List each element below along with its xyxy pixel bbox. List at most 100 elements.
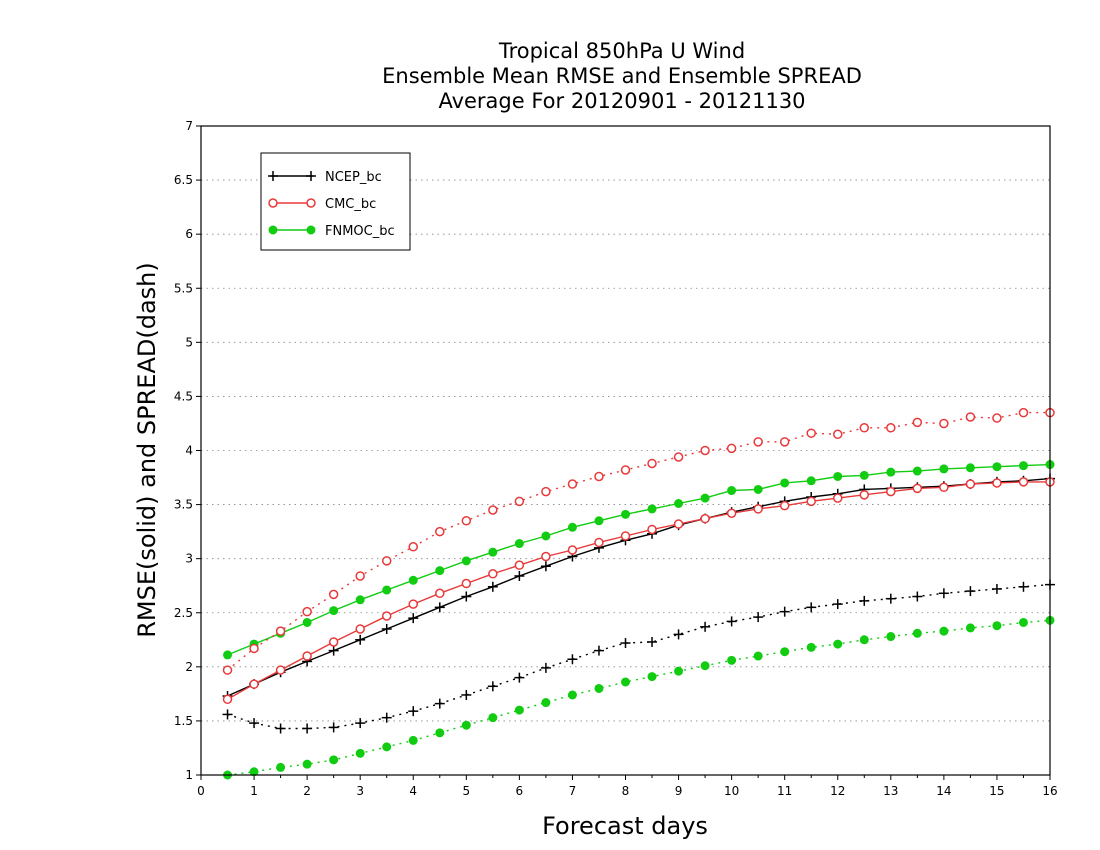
data-point-cmc-bc-spread (833, 429, 843, 440)
y-tick-label: 2 (185, 660, 193, 674)
x-tick-label: 7 (569, 784, 577, 798)
data-point-fnmoc-bc-rmse (806, 476, 816, 486)
data-point-ncep-bc-spread (938, 588, 949, 599)
data-point-fnmoc-bc-spread (276, 762, 286, 772)
data-point-fnmoc-bc-rmse (302, 617, 312, 627)
data-point-fnmoc-bc-rmse (594, 516, 604, 526)
data-point-cmc-bc-rmse (886, 486, 896, 497)
series-cmc-bc-rmse (222, 477, 1055, 705)
data-point-cmc-bc-spread (753, 437, 763, 447)
x-axis-ticks: 0 1 2 3 4 5 6 7 8 9 10 11 12 13 14 15 16 (197, 775, 1058, 798)
data-point-fnmoc-bc-spread (461, 720, 471, 730)
data-point-ncep-bc-rmse (514, 570, 525, 581)
data-point-cmc-bc-rmse (647, 524, 657, 535)
data-point-fnmoc-bc-spread (992, 621, 1002, 631)
data-point-ncep-bc-spread (461, 689, 472, 700)
x-tick-label: 5 (462, 784, 470, 798)
data-point-fnmoc-bc-rmse (435, 566, 445, 576)
data-point-fnmoc-bc-rmse (700, 493, 710, 503)
data-point-cmc-bc-rmse (355, 624, 365, 634)
data-point-cmc-bc-spread (594, 471, 604, 482)
x-tick-label: 6 (516, 784, 524, 798)
grid (201, 179, 1050, 722)
data-point-cmc-bc-rmse (700, 513, 710, 524)
y-tick-label: 5.5 (174, 281, 193, 295)
series-line-cmc-bc-spread (227, 411, 1050, 671)
data-point-ncep-bc-spread (540, 662, 551, 673)
data-point-fnmoc-bc-rmse (408, 575, 418, 585)
data-point-fnmoc-bc-spread (514, 705, 524, 715)
x-tick-label: 12 (830, 784, 845, 798)
data-point-cmc-bc-spread (408, 542, 418, 552)
data-point-cmc-bc-rmse (381, 611, 392, 621)
data-point-fnmoc-bc-rmse (461, 556, 471, 566)
y-tick-label: 6 (185, 227, 193, 241)
data-point-cmc-bc-spread (965, 412, 976, 422)
data-point-fnmoc-bc-rmse (753, 484, 763, 494)
data-point-cmc-bc-rmse (567, 545, 578, 555)
data-point-fnmoc-bc-spread (329, 755, 339, 765)
data-point-cmc-bc-rmse (302, 651, 312, 661)
data-point-ncep-bc-spread (355, 718, 366, 729)
data-point-cmc-bc-rmse (435, 588, 445, 599)
data-point-fnmoc-bc-spread (435, 728, 445, 738)
x-tick-label: 11 (777, 784, 792, 798)
data-point-ncep-bc-rmse (434, 602, 445, 613)
y-axis-title: RMSE(solid) and SPREAD(dash) (133, 262, 161, 638)
series-fnmoc-bc-spread (223, 615, 1055, 780)
data-point-cmc-bc-spread (355, 571, 365, 581)
data-point-ncep-bc-spread (302, 723, 313, 734)
legend-entry-ncep-bc: NCEP_bc (268, 170, 382, 185)
data-point-fnmoc-bc-spread (355, 748, 365, 758)
data-point-ncep-bc-spread (912, 591, 923, 602)
data-point-fnmoc-bc-spread (965, 623, 975, 633)
y-tick-label: 4 (185, 444, 193, 458)
y-tick-label: 1 (185, 768, 193, 782)
data-point-fnmoc-bc-rmse (541, 531, 551, 541)
data-point-fnmoc-bc-rmse (488, 547, 498, 557)
data-point-cmc-bc-rmse (939, 482, 949, 493)
data-point-cmc-bc-spread (302, 606, 312, 617)
data-point-fnmoc-bc-spread (753, 651, 763, 661)
data-point-fnmoc-bc-rmse (674, 499, 684, 509)
data-point-ncep-bc-spread (700, 621, 711, 632)
data-point-cmc-bc-spread (700, 445, 710, 456)
data-point-cmc-bc-spread (541, 486, 551, 497)
data-point-ncep-bc-rmse (461, 591, 472, 602)
x-tick-label: 0 (197, 784, 205, 798)
data-point-fnmoc-bc-spread (780, 647, 790, 657)
data-point-cmc-bc-rmse (965, 479, 976, 489)
series-ncep-bc-spread (222, 579, 1055, 734)
data-point-fnmoc-bc-rmse (621, 509, 630, 519)
data-point-fnmoc-bc-rmse (727, 486, 737, 496)
data-point-cmc-bc-rmse (541, 551, 551, 562)
data-point-cmc-bc-spread (779, 437, 790, 447)
data-point-fnmoc-bc-rmse (886, 467, 896, 477)
y-tick-label: 3.5 (174, 498, 193, 512)
legend-marker-right (306, 171, 316, 181)
data-point-fnmoc-bc-spread (488, 713, 498, 723)
data-point-ncep-bc-spread (806, 602, 817, 613)
data-point-ncep-bc-rmse (328, 645, 339, 656)
data-point-cmc-bc-spread (435, 526, 445, 537)
data-point-ncep-bc-spread (328, 722, 339, 733)
data-point-ncep-bc-spread (885, 593, 896, 604)
legend-marker-left (268, 198, 278, 208)
y-axis-ticks: 1 1.5 2 2.5 3 3.5 4 4.5 5 5.5 6 6.5 7 (174, 119, 201, 782)
x-tick-label: 1 (250, 784, 258, 798)
data-point-cmc-bc-spread (647, 458, 657, 469)
data-point-fnmoc-bc-spread (886, 632, 896, 642)
series-line-fnmoc-bc-rmse (227, 463, 1051, 656)
data-point-fnmoc-bc-spread (859, 635, 869, 645)
data-point-fnmoc-bc-rmse (992, 462, 1002, 472)
data-point-fnmoc-bc-spread (912, 628, 922, 638)
data-point-ncep-bc-rmse (381, 623, 392, 634)
data-point-fnmoc-bc-spread (647, 672, 657, 682)
data-point-ncep-bc-spread (434, 698, 445, 709)
data-point-cmc-bc-spread (275, 626, 286, 636)
data-point-fnmoc-bc-spread (594, 683, 604, 693)
data-point-fnmoc-bc-rmse (223, 650, 233, 660)
data-point-fnmoc-bc-spread (567, 690, 577, 700)
data-point-fnmoc-bc-rmse (912, 466, 922, 476)
